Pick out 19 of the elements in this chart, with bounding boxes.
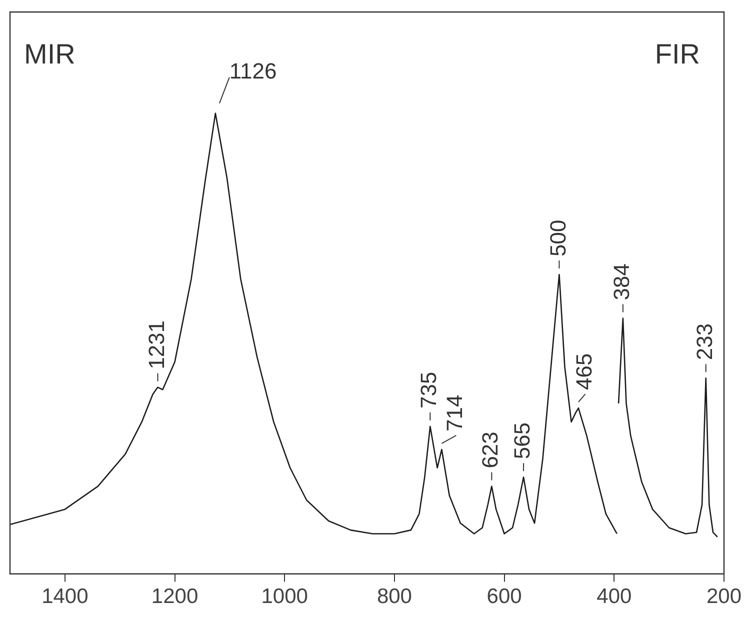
x-tick-label: 200 [706,585,742,608]
text: MIR [24,38,76,70]
annotation: 623 [478,432,503,468]
x-tick-label: 400 [596,585,632,608]
annotation: 233 [692,323,717,360]
annotation: 1231 [144,320,169,370]
annotation: 735 [416,372,442,408]
annotation: 714 [442,394,468,432]
annotation: 565 [510,422,535,460]
annotation: 500 [545,220,570,256]
x-tick-label: 1200 [151,585,198,608]
annotation: 384 [609,264,634,300]
annotation: 1126 [229,58,277,84]
x-tick-label: 600 [486,585,522,608]
x-tick-label: 1000 [261,585,308,608]
text: FIR [654,38,700,70]
x-tick-label: 800 [376,585,412,608]
annotation: 465 [571,353,596,390]
x-tick-label: 1400 [42,585,88,608]
